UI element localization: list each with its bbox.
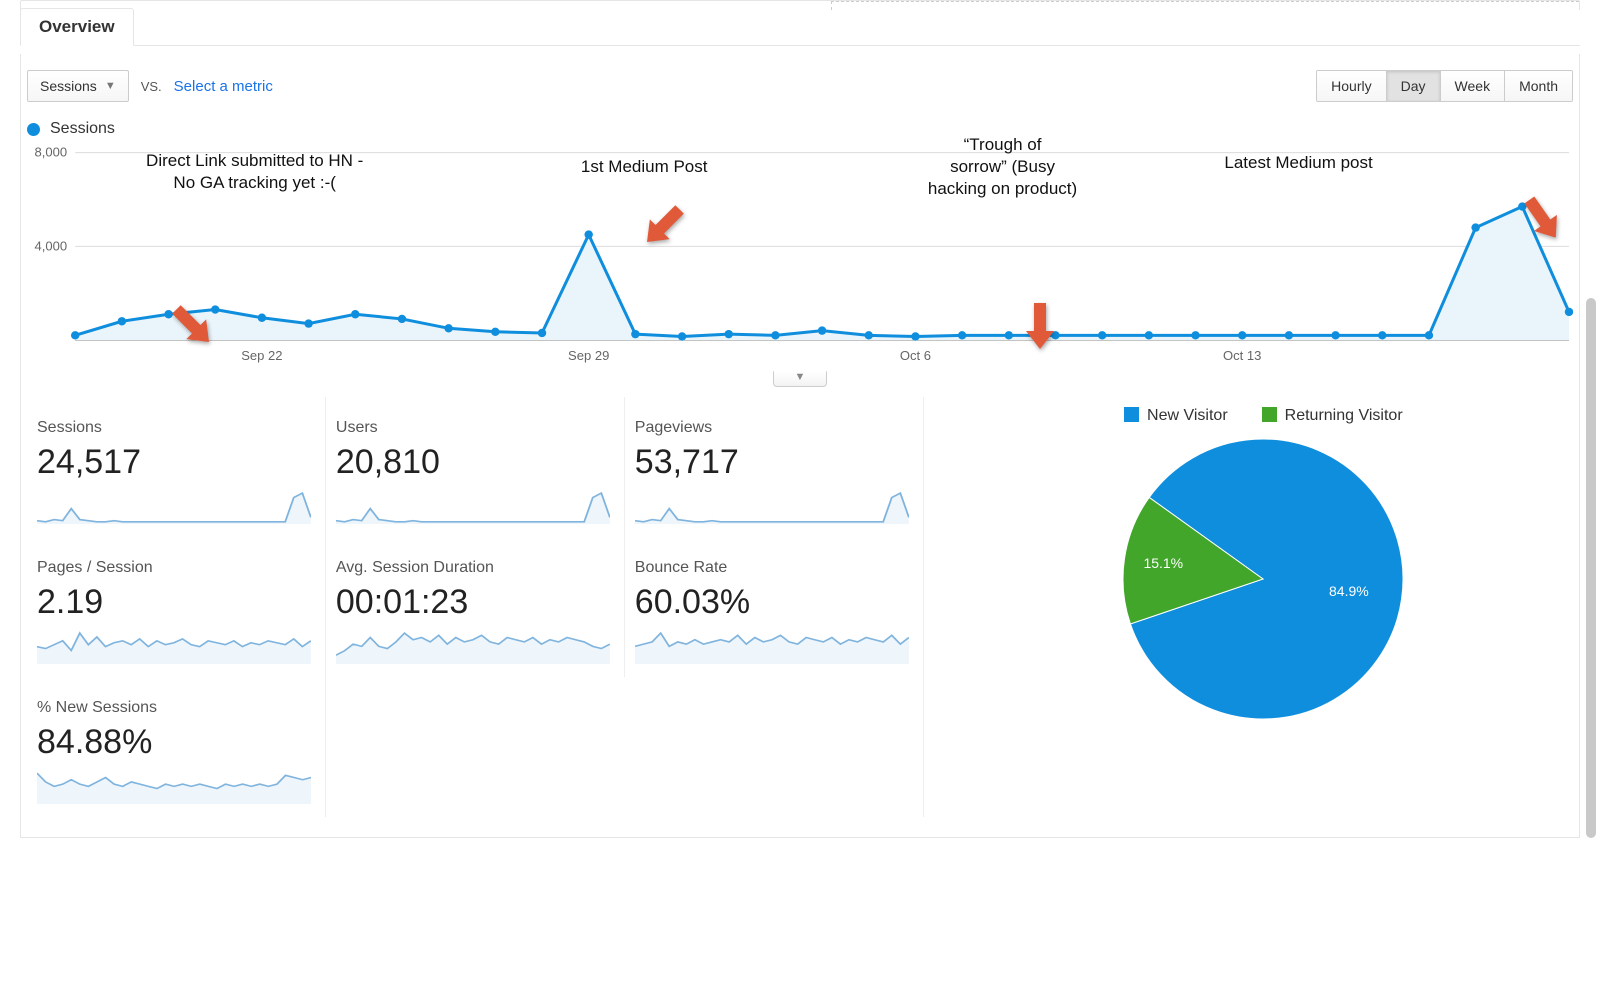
metric-value: 53,717 bbox=[635, 443, 909, 482]
series-name-label: Sessions bbox=[50, 120, 115, 138]
metric-value: 60.03% bbox=[635, 583, 909, 622]
legend-swatch-icon bbox=[1262, 407, 1277, 422]
overview-panel: Sessions ▼ VS. Select a metric HourlyDay… bbox=[20, 54, 1580, 838]
metric-label: Pages / Session bbox=[37, 559, 311, 577]
metric-label: % New Sessions bbox=[37, 699, 311, 717]
pie-slice-label: 15.1% bbox=[1144, 555, 1184, 571]
pie-legend-item: Returning Visitor bbox=[1262, 407, 1403, 425]
controls-row: Sessions ▼ VS. Select a metric HourlyDay… bbox=[21, 54, 1579, 114]
metric-sparkline bbox=[635, 628, 909, 664]
chart-series-legend: Sessions bbox=[21, 114, 1579, 142]
metric-card[interactable]: Pages / Session 2.19 bbox=[27, 537, 326, 677]
granularity-month[interactable]: Month bbox=[1505, 71, 1572, 101]
metric-value: 20,810 bbox=[336, 443, 610, 482]
metric-sparkline bbox=[336, 628, 610, 664]
granularity-week[interactable]: Week bbox=[1441, 71, 1506, 101]
metric-label: Avg. Session Duration bbox=[336, 559, 610, 577]
metric-label: Users bbox=[336, 419, 610, 437]
series-dot-icon bbox=[27, 123, 40, 136]
metric-card[interactable]: % New Sessions 84.88% bbox=[27, 677, 326, 817]
svg-text:Oct 13: Oct 13 bbox=[1223, 348, 1261, 363]
metric-label: Pageviews bbox=[635, 419, 909, 437]
caret-down-icon: ▼ bbox=[105, 80, 116, 92]
scrollbar[interactable] bbox=[1584, 4, 1598, 985]
metric-sparkline bbox=[635, 488, 909, 524]
metric-dropdown[interactable]: Sessions ▼ bbox=[27, 70, 129, 102]
metric-sparkline bbox=[336, 488, 610, 524]
granularity-hourly[interactable]: Hourly bbox=[1317, 71, 1386, 101]
pie-side: New Visitor Returning Visitor 84.9% 15.1% bbox=[924, 397, 1573, 817]
metric-card[interactable]: Sessions 24,517 bbox=[27, 397, 326, 537]
metric-card[interactable]: Pageviews 53,717 bbox=[625, 397, 923, 537]
metric-card[interactable]: Bounce Rate 60.03% bbox=[625, 537, 923, 677]
svg-text:Sep 22: Sep 22 bbox=[241, 348, 282, 363]
metric-sparkline bbox=[37, 768, 311, 804]
metric-dropdown-label: Sessions bbox=[40, 78, 97, 94]
metric-value: 2.19 bbox=[37, 583, 311, 622]
tab-overview[interactable]: Overview bbox=[20, 8, 134, 46]
card-top-sliver bbox=[20, 0, 1580, 10]
metric-card[interactable]: Users 20,810 bbox=[326, 397, 625, 537]
metric-label: Sessions bbox=[37, 419, 311, 437]
svg-text:8,000: 8,000 bbox=[35, 145, 68, 160]
pie-slice-label: 84.9% bbox=[1329, 583, 1369, 599]
metric-value: 84.88% bbox=[37, 723, 311, 762]
legend-swatch-icon bbox=[1124, 407, 1139, 422]
tabs-row: Overview bbox=[20, 10, 1580, 46]
metric-value: 24,517 bbox=[37, 443, 311, 482]
metrics-grid: Sessions 24,517 Users 20,810 Pageviews 53,717… bbox=[27, 397, 924, 817]
metric-sparkline bbox=[37, 628, 311, 664]
pie-legend: New Visitor Returning Visitor bbox=[964, 407, 1563, 425]
metric-value: 00:01:23 bbox=[336, 583, 610, 622]
metric-sparkline bbox=[37, 488, 311, 524]
main-chart: 4,0008,000Sep 22Sep 29Oct 6Oct 13 Direct… bbox=[21, 142, 1579, 372]
visitor-pie-chart: 84.9% 15.1% bbox=[1123, 439, 1403, 719]
lower-section: Sessions 24,517 Users 20,810 Pageviews 53,717… bbox=[21, 387, 1579, 837]
vs-label: VS. bbox=[141, 79, 162, 94]
expand-chart-button[interactable]: ▼ bbox=[773, 371, 827, 387]
metric-card[interactable]: Avg. Session Duration 00:01:23 bbox=[326, 537, 625, 677]
select-metric-link[interactable]: Select a metric bbox=[174, 78, 273, 95]
svg-text:Oct 6: Oct 6 bbox=[900, 348, 931, 363]
svg-text:Sep 29: Sep 29 bbox=[568, 348, 609, 363]
pie-legend-item: New Visitor bbox=[1124, 407, 1228, 425]
metric-label: Bounce Rate bbox=[635, 559, 909, 577]
granularity-day[interactable]: Day bbox=[1387, 71, 1441, 101]
svg-text:4,000: 4,000 bbox=[35, 238, 68, 253]
granularity-toggle: HourlyDayWeekMonth bbox=[1316, 70, 1573, 102]
